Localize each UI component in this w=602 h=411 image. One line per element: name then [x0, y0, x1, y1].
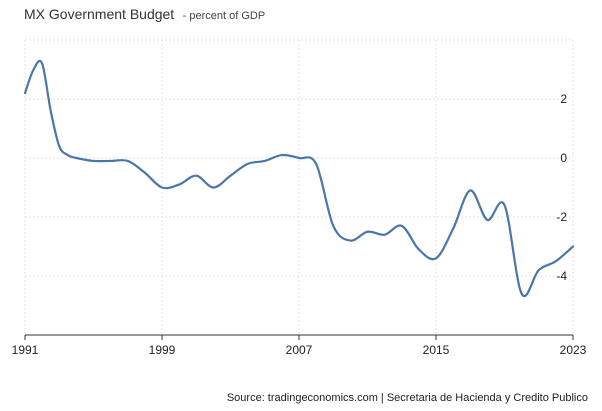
data-point	[504, 204, 506, 206]
data-point	[230, 175, 232, 177]
data-point	[298, 157, 300, 159]
data-point	[315, 163, 317, 165]
y-tick-label: 2	[560, 92, 567, 106]
y-tick-label: -4	[556, 269, 567, 283]
data-point	[67, 154, 69, 156]
data-point	[538, 269, 540, 271]
data-point	[58, 145, 60, 147]
data-point	[93, 160, 95, 162]
data-point	[332, 225, 334, 227]
source-note: Source: tradingeconomics.com | Secretari…	[226, 392, 588, 404]
data-point	[264, 160, 266, 162]
data-point	[555, 260, 557, 262]
data-point	[435, 257, 437, 259]
data-point	[384, 234, 386, 236]
x-tick-label: 2023	[560, 343, 587, 357]
data-point	[110, 160, 112, 162]
data-point	[572, 246, 574, 248]
data-point	[127, 160, 129, 162]
data-point	[349, 240, 351, 242]
chart-subtitle: - percent of GDP	[182, 10, 266, 22]
y-tick-label: 0	[560, 151, 567, 165]
data-point	[75, 157, 77, 159]
series-line-0	[23, 59, 575, 298]
data-point	[161, 187, 163, 189]
data-point	[418, 248, 420, 250]
data-point	[469, 189, 471, 191]
data-point	[33, 69, 35, 71]
chart-title: MX Government Budget	[24, 6, 175, 22]
data-point	[281, 154, 283, 156]
x-tick-label: 2007	[286, 343, 313, 357]
x-tick-label: 1991	[12, 343, 39, 357]
data-point	[521, 293, 523, 295]
data-point	[486, 219, 488, 221]
data-point	[144, 172, 146, 174]
data-point	[247, 163, 249, 165]
data-point	[195, 175, 197, 177]
x-tick-label: 2015	[423, 343, 450, 357]
data-point	[50, 110, 52, 112]
data-point	[41, 63, 43, 65]
data-point	[24, 92, 26, 94]
x-tick-label: 1999	[149, 343, 176, 357]
data-point	[178, 184, 180, 186]
data-point	[367, 231, 369, 233]
y-tick-label: -2	[556, 210, 567, 224]
data-point	[212, 187, 214, 189]
data-point	[452, 228, 454, 230]
chart-title-row: MX Government Budget - percent of GDP	[24, 6, 265, 24]
data-point	[401, 225, 403, 227]
